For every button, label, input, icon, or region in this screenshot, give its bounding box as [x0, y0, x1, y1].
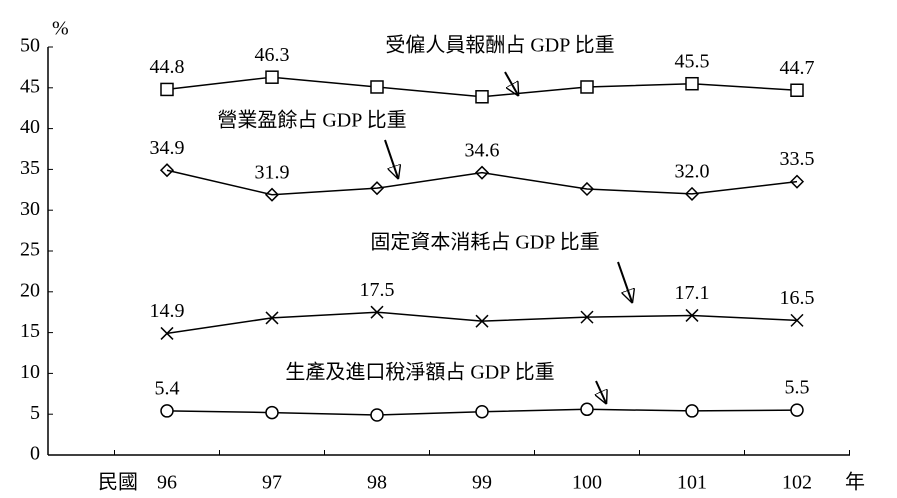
x-tick-label: 100 [572, 472, 602, 494]
marker [265, 70, 279, 84]
marker [685, 404, 699, 418]
marker [684, 186, 700, 201]
marker [370, 408, 384, 422]
marker [265, 311, 279, 325]
data-label: 5.5 [785, 377, 810, 399]
data-label: 17.1 [675, 282, 710, 304]
marker [580, 402, 594, 417]
y-tick-label: 30 [20, 198, 40, 220]
x-tick-label: 99 [472, 472, 492, 494]
marker [474, 165, 490, 180]
marker [369, 181, 385, 196]
annotation-arrow [617, 261, 632, 302]
data-label: 44.8 [150, 56, 185, 78]
marker [580, 80, 594, 94]
marker [685, 308, 699, 322]
data-label: 44.7 [780, 57, 815, 79]
y-tick-label: 50 [20, 35, 40, 57]
marker [370, 80, 384, 94]
y-tick-label: 5 [30, 402, 40, 424]
annotation-arrow [504, 71, 518, 95]
data-label: 32.0 [675, 160, 710, 182]
x-tick-label: 97 [262, 472, 282, 494]
annotation-arrow [384, 139, 398, 178]
marker [160, 326, 174, 340]
marker [579, 181, 595, 197]
series-line [166, 311, 798, 335]
data-label: 14.9 [150, 300, 185, 322]
series-name: 固定資本消耗占 GDP 比重 [370, 231, 599, 254]
marker [790, 83, 804, 97]
series-line [166, 169, 798, 196]
marker [789, 174, 805, 189]
data-label: 5.4 [155, 378, 180, 400]
x-axis-suffix: 年 [845, 471, 865, 494]
marker [160, 82, 174, 97]
y-tick-label: 20 [20, 279, 40, 301]
marker [160, 404, 174, 418]
series-name: 生產及進口稅淨額占 GDP 比重 [285, 361, 554, 384]
data-label: 34.9 [150, 137, 185, 159]
y-tick-label: 40 [20, 116, 40, 138]
marker [685, 76, 699, 91]
marker [370, 305, 384, 319]
data-label: 33.5 [780, 148, 815, 170]
data-label: 34.6 [465, 139, 500, 161]
y-tick-label: 10 [20, 361, 40, 383]
y-tick-label: 0 [30, 443, 40, 465]
marker [475, 314, 489, 328]
y-tick-label: 45 [20, 75, 40, 97]
x-tick-label: 98 [367, 472, 387, 494]
marker [265, 405, 279, 420]
annotation-arrow [596, 380, 606, 403]
y-tick-label: 25 [20, 239, 40, 261]
x-axis-prefix: 民國 [98, 472, 138, 494]
marker [790, 313, 804, 327]
marker [264, 187, 280, 202]
data-label: 17.5 [360, 279, 395, 301]
data-label: 45.5 [675, 50, 710, 72]
marker [475, 405, 489, 419]
data-label: 16.5 [780, 287, 815, 309]
y-tick-label: 15 [20, 320, 40, 342]
x-tick-label: 101 [677, 472, 707, 494]
data-label: 31.9 [255, 161, 290, 183]
series-name: 受僱人員報酬占 GDP 比重 [385, 34, 614, 57]
x-tick-label: 102 [782, 472, 812, 494]
marker [790, 403, 804, 417]
marker [159, 163, 175, 178]
marker [475, 90, 489, 104]
x-tick-label: 96 [157, 472, 177, 494]
y-axis-label: % [52, 18, 69, 40]
marker [580, 310, 594, 324]
y-tick-label: 35 [20, 157, 40, 179]
data-label: 46.3 [255, 44, 290, 66]
series-name: 營業盈餘占 GDP 比重 [217, 109, 406, 132]
